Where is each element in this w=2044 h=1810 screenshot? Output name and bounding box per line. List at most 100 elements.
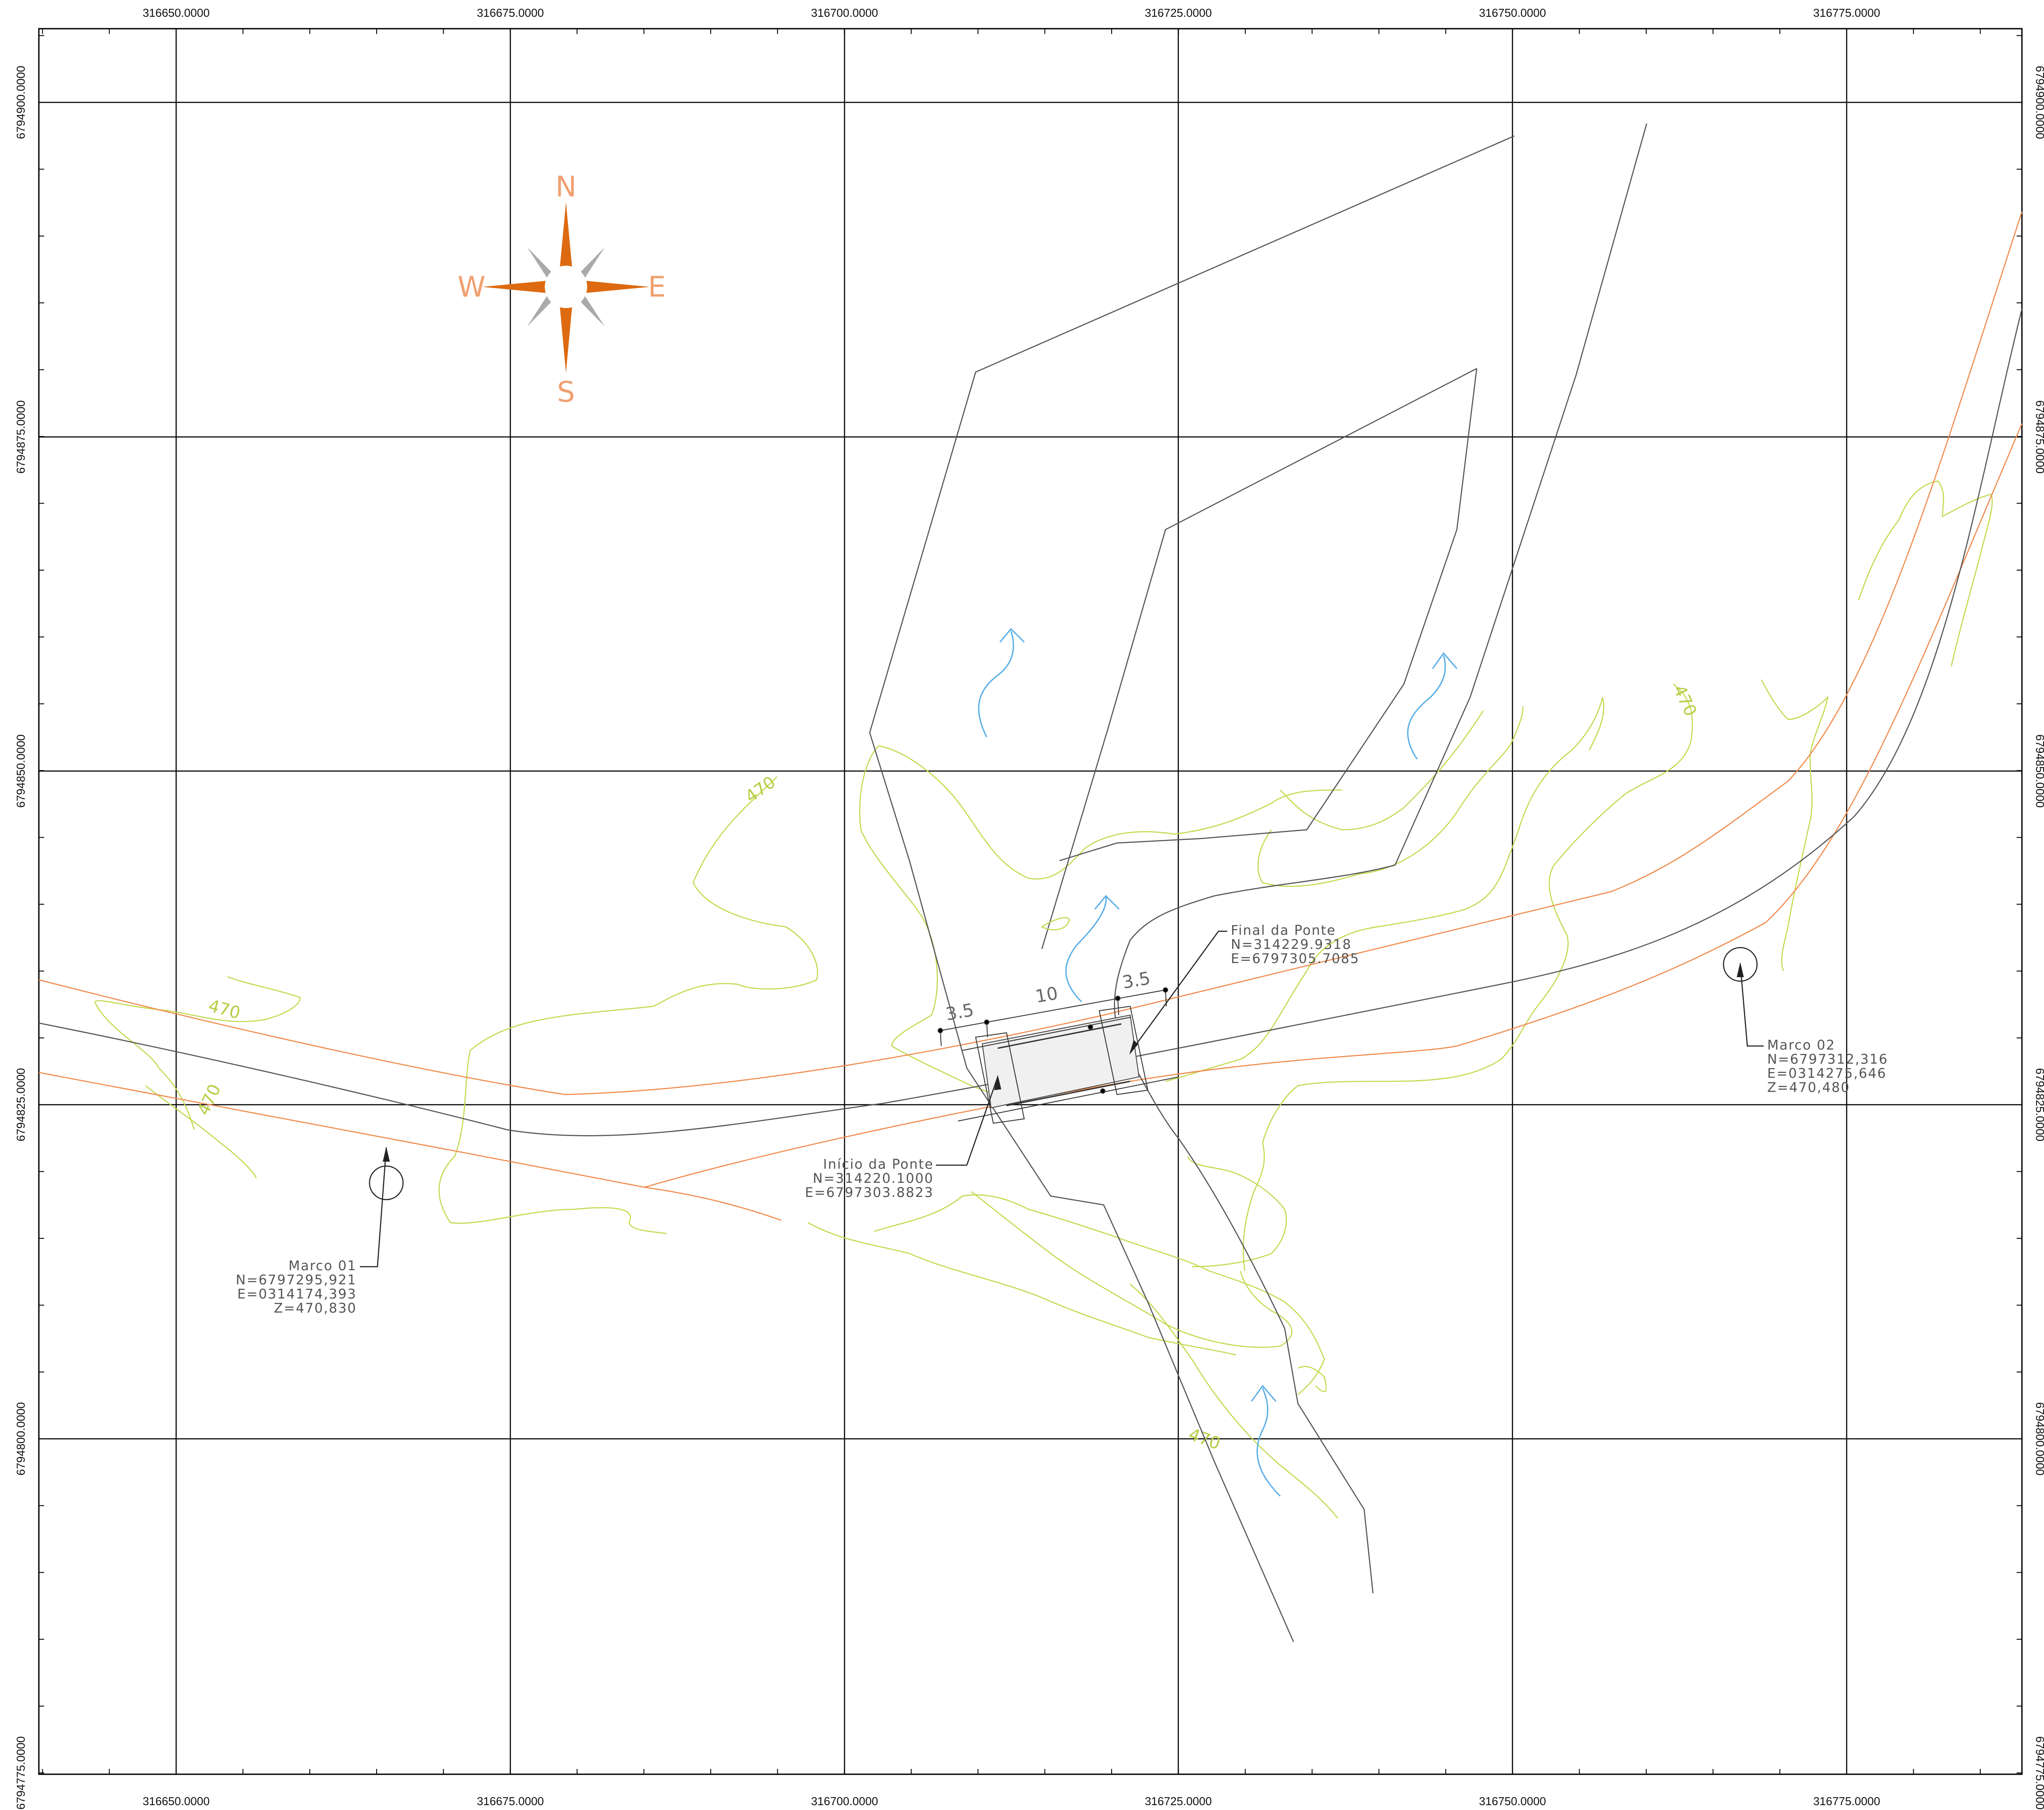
top-label-316700: 316700.0000	[811, 6, 878, 19]
contour-label: 470	[742, 772, 779, 807]
leader-line	[1739, 964, 1764, 1047]
small-loop	[1041, 917, 1070, 930]
right-label-6794800: 6794800.0000	[2033, 1402, 2044, 1475]
bridge-rail	[962, 1017, 1131, 1051]
contour-line	[1280, 710, 1484, 831]
marker-02-title: Marco 02	[1767, 1038, 1836, 1053]
dimension-node	[1163, 987, 1168, 993]
contour-line	[1165, 697, 1604, 1082]
right-label-6794825: 6794825.0000	[2033, 1068, 2044, 1141]
bridge-end-east: E=6797305.7085	[1231, 951, 1360, 967]
dimension-label-span: 10	[1034, 983, 1060, 1007]
left-label-6794900: 6794900.0000	[14, 66, 27, 139]
contour-line	[971, 1191, 1293, 1348]
bridge-start-east: E=6797303.8823	[805, 1185, 934, 1200]
compass-label-s: S	[557, 376, 575, 409]
survey-marker-icon	[1723, 947, 1758, 982]
property-boundary	[1059, 368, 1478, 862]
dimension-line	[1117, 998, 1119, 1016]
compass-label-e: E	[648, 271, 666, 304]
contour-line	[1761, 679, 1829, 971]
right-label-6794900: 6794900.0000	[2033, 66, 2044, 139]
leader-line	[966, 1076, 999, 1166]
bridge-rail	[997, 1023, 1122, 1049]
marker-01-east: E=0314174,393	[238, 1287, 357, 1302]
top-label-316750: 316750.0000	[1479, 6, 1546, 19]
stream-line	[1065, 896, 1107, 1003]
left-coordinate-labels: 6794900.0000 6794875.0000 6794850.0000 6…	[14, 66, 27, 1810]
contour-line	[438, 776, 818, 1234]
leader-arrow-icon	[1129, 1040, 1138, 1055]
right-label-6794850: 6794850.0000	[2033, 734, 2044, 808]
survey-marker-icon	[369, 1165, 404, 1200]
contour-line	[1242, 684, 1693, 1272]
compass-rose: N S E W	[457, 171, 666, 409]
road-edge-stub	[644, 1186, 782, 1221]
dimension-line	[940, 990, 1166, 1031]
top-label-316775: 316775.0000	[1813, 6, 1880, 19]
stream-line	[1407, 655, 1446, 760]
contour-line	[1187, 1156, 1287, 1268]
left-label-6794800: 6794800.0000	[14, 1402, 27, 1475]
bottom-label-316675: 316675.0000	[477, 1795, 544, 1808]
compass-label-n: N	[555, 171, 577, 203]
left-label-6794850: 6794850.0000	[14, 734, 27, 808]
contour-line	[1257, 706, 1524, 887]
compass-center	[545, 266, 587, 308]
stream-line	[978, 631, 1014, 738]
contour-line	[145, 1085, 257, 1179]
leader-arrow-icon	[383, 1147, 390, 1162]
contour-label: 470	[1670, 682, 1701, 719]
right-label-6794775: 6794775.0000	[2033, 1736, 2044, 1810]
bridge-rail	[958, 1076, 1179, 1121]
grid-lines	[39, 29, 2022, 1774]
bridge-end-north: N=314229.9318	[1231, 937, 1352, 952]
property-boundary	[869, 135, 1515, 1642]
contour-line	[859, 745, 1029, 1101]
dimension-label-left: 3.5	[944, 1000, 976, 1024]
property-boundary	[1114, 123, 1648, 1594]
frame-ticks	[39, 29, 2022, 1774]
bridge-end-title: Final da Ponte	[1231, 923, 1336, 938]
map-frame	[38, 28, 2023, 1775]
marker-marco-02: Marco 02 N=6797312,316 E=0314275,646 Z=4…	[1723, 947, 1888, 1095]
bottom-label-316725: 316725.0000	[1145, 1795, 1212, 1808]
streams	[978, 628, 1458, 1497]
bridge-dimensions: 3.5 10 3.5	[944, 968, 1152, 1024]
contour-line	[878, 745, 1343, 880]
marker-01-north: N=6797295,921	[236, 1272, 357, 1288]
stream-line	[1256, 1388, 1281, 1497]
marker-01-elevation: Z=470,830	[274, 1301, 357, 1316]
bridge-start-north: N=314220.1000	[813, 1171, 934, 1186]
bridge-start-annotation: Início da Ponte N=314220.1000 E=6797303.…	[805, 1075, 1001, 1200]
leader-arrow-icon	[994, 1075, 1001, 1090]
bridge-end-annotation: Final da Ponte N=314229.9318 E=6797305.7…	[1129, 923, 1360, 1055]
property-boundary	[1041, 368, 1477, 949]
right-coordinate-labels: 6794900.0000 6794875.0000 6794850.0000 6…	[2033, 66, 2044, 1810]
road-edge-north	[38, 211, 2023, 1095]
bridge-start-title: Início da Ponte	[823, 1157, 934, 1172]
compass-point-w	[482, 279, 566, 295]
bottom-label-316775: 316775.0000	[1813, 1795, 1880, 1808]
dimension-node	[938, 1028, 943, 1033]
bottom-coordinate-labels: 316650.0000 316675.0000 316700.0000 3167…	[143, 1795, 1880, 1808]
left-label-6794875: 6794875.0000	[14, 400, 27, 474]
contour-line	[94, 976, 301, 1130]
bottom-label-316650: 316650.0000	[143, 1795, 210, 1808]
compass-point-n	[558, 202, 574, 287]
road-edge-south	[38, 423, 2023, 1188]
marker-02-north: N=6797312,316	[1767, 1052, 1888, 1067]
bridge-rail	[1006, 1080, 1131, 1106]
contour-line	[807, 1222, 1237, 1356]
leader-line	[1129, 930, 1227, 1053]
contour-label: 470	[193, 1081, 225, 1118]
bridge-abutment-right	[1098, 1005, 1149, 1095]
top-label-316675: 316675.0000	[477, 6, 544, 19]
contour-line	[1130, 1284, 1338, 1519]
bottom-label-316750: 316750.0000	[1479, 1795, 1546, 1808]
stream-arrow-icon	[1094, 895, 1120, 910]
bottom-label-316700: 316700.0000	[811, 1795, 878, 1808]
bridge-deck	[981, 1014, 1140, 1109]
dimension-node	[984, 1020, 989, 1025]
